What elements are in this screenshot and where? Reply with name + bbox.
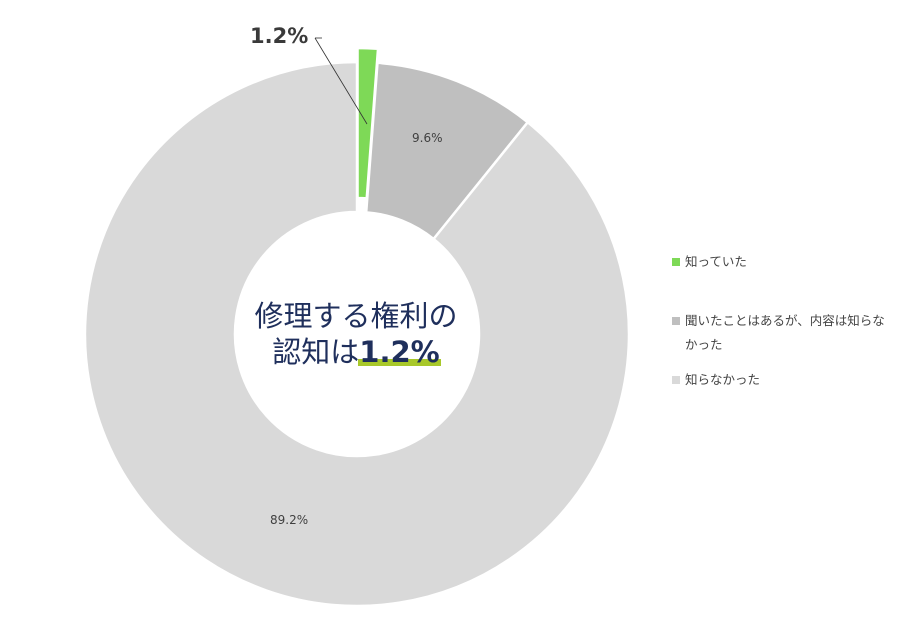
- callout-leader-line: [314, 37, 368, 125]
- legend-swatch-known: [672, 258, 680, 266]
- legend-label-unknown: 知らなかった: [685, 372, 761, 387]
- legend-label-heard: 聞いたことはあるが、内容は知らなかった: [685, 313, 885, 352]
- legend-label-known: 知っていた: [685, 254, 747, 269]
- center-highlight-underline: [358, 359, 441, 366]
- slice-unknown: [83, 60, 631, 608]
- data-label-known: 1.2%: [250, 24, 308, 48]
- center-annotation-value: 1.2%: [359, 335, 439, 369]
- center-annotation-line1: 修理する権利の: [254, 299, 457, 333]
- legend-swatch-heard: [672, 317, 680, 325]
- data-label-heard: 9.6%: [412, 131, 443, 145]
- donut-slices: [83, 46, 631, 608]
- legend-item-unknown: 知らなかった: [672, 368, 885, 392]
- center-annotation-prefix: 認知は: [272, 335, 359, 369]
- data-label-unknown: 89.2%: [270, 513, 308, 527]
- legend-item-heard: 聞いたことはあるが、内容は知らなかった: [672, 309, 885, 357]
- center-annotation-line2: 認知は1.2%: [272, 335, 439, 369]
- legend-item-known: 知っていた: [672, 250, 885, 274]
- legend-swatch-unknown: [672, 376, 680, 384]
